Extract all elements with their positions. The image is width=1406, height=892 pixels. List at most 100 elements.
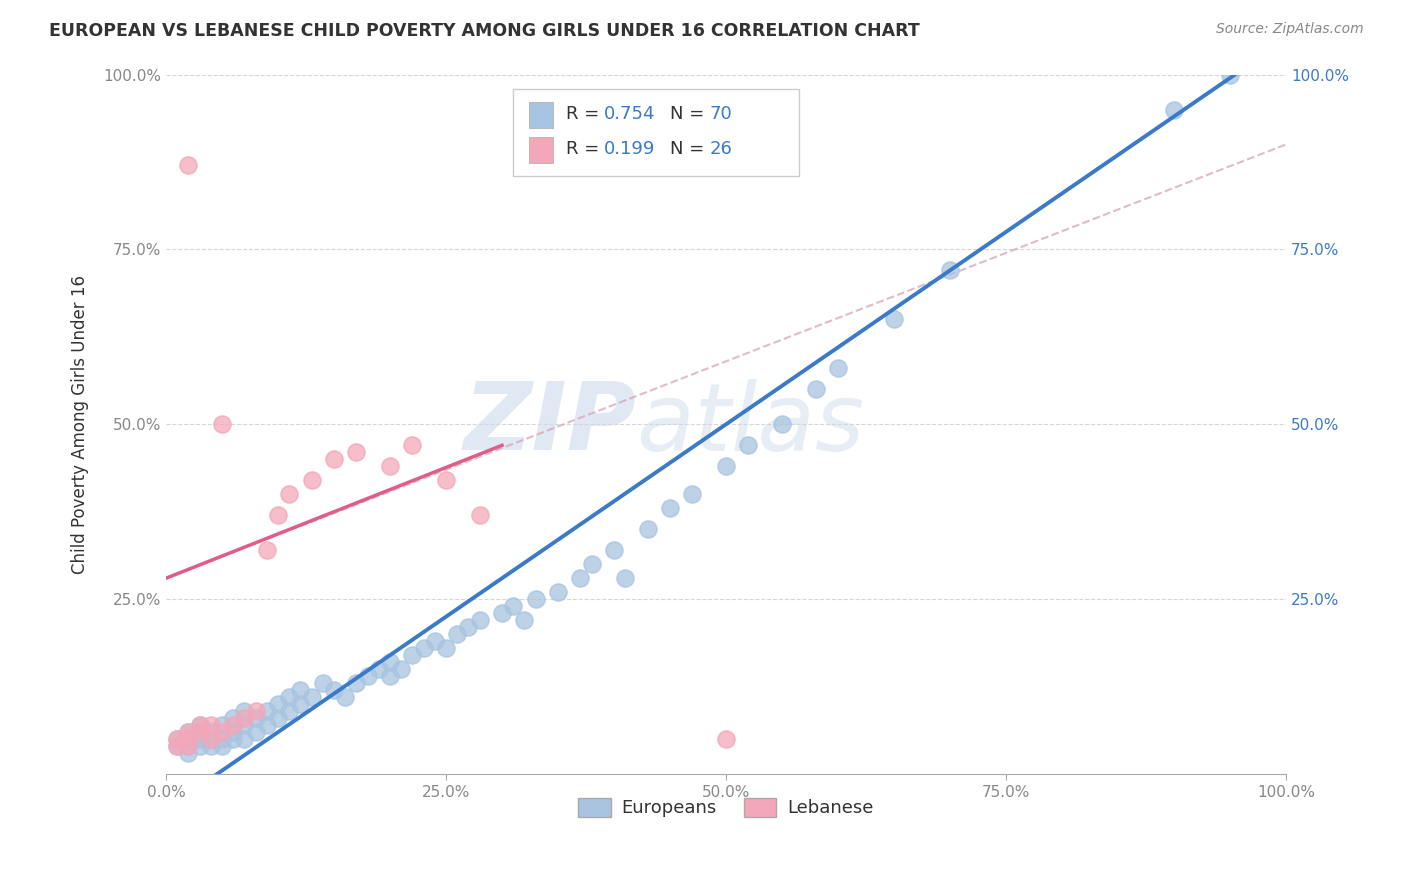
Point [222, 711, 245, 725]
Point [301, 473, 323, 487]
Point [166, 739, 188, 753]
Y-axis label: Child Poverty Among Girls Under 16: Child Poverty Among Girls Under 16 [72, 275, 89, 574]
Point [278, 704, 301, 718]
Point [513, 613, 536, 627]
Legend: Europeans, Lebanese: Europeans, Lebanese [571, 791, 882, 824]
Point [827, 361, 849, 376]
Point [412, 641, 434, 656]
Point [188, 739, 211, 753]
Point [681, 487, 703, 501]
Point [177, 746, 200, 760]
Point [222, 718, 245, 732]
Point [401, 438, 423, 452]
Point [256, 718, 278, 732]
Point [457, 620, 479, 634]
Point [367, 662, 389, 676]
Point [188, 718, 211, 732]
Point [267, 711, 290, 725]
Point [468, 508, 491, 523]
Point [434, 641, 457, 656]
Point [423, 634, 446, 648]
FancyBboxPatch shape [529, 102, 554, 128]
Point [177, 739, 200, 753]
Point [200, 725, 222, 739]
Point [177, 725, 200, 739]
Point [335, 690, 357, 705]
Point [468, 613, 491, 627]
Point [804, 382, 827, 396]
Point [434, 473, 457, 487]
Point [323, 683, 346, 698]
Text: 0.754: 0.754 [605, 105, 655, 123]
Point [344, 445, 367, 459]
Point [378, 459, 401, 474]
Point [737, 438, 759, 452]
Point [188, 725, 211, 739]
Point [323, 452, 346, 467]
Text: 70: 70 [709, 105, 733, 123]
Point [166, 739, 188, 753]
Point [222, 732, 245, 747]
Point [245, 711, 267, 725]
Point [378, 669, 401, 683]
Point [344, 676, 367, 690]
Text: atlas: atlas [637, 379, 865, 470]
Point [200, 739, 222, 753]
Point [211, 725, 233, 739]
Point [177, 725, 200, 739]
Point [267, 697, 290, 711]
Text: 0.199: 0.199 [605, 140, 655, 159]
Text: EUROPEAN VS LEBANESE CHILD POVERTY AMONG GIRLS UNDER 16 CORRELATION CHART: EUROPEAN VS LEBANESE CHILD POVERTY AMONG… [49, 22, 920, 40]
Point [714, 459, 737, 474]
Point [200, 732, 222, 747]
Point [569, 571, 592, 585]
Text: ZIP: ZIP [464, 378, 637, 470]
Point [177, 159, 200, 173]
Point [714, 732, 737, 747]
Point [211, 718, 233, 732]
Point [233, 718, 256, 732]
Point [290, 697, 312, 711]
Point [245, 725, 267, 739]
Point [883, 312, 905, 326]
Text: N =: N = [671, 105, 710, 123]
Point [200, 732, 222, 747]
Text: R =: R = [565, 140, 605, 159]
Text: 26: 26 [709, 140, 733, 159]
Point [581, 558, 603, 572]
Point [637, 522, 659, 536]
Point [256, 704, 278, 718]
Point [177, 732, 200, 747]
Point [177, 732, 200, 747]
Point [659, 501, 682, 516]
Point [1219, 68, 1241, 82]
Point [524, 592, 547, 607]
Point [245, 704, 267, 718]
Point [166, 732, 188, 747]
Point [256, 543, 278, 558]
Text: R =: R = [565, 105, 605, 123]
Point [233, 704, 256, 718]
Point [211, 739, 233, 753]
Point [211, 417, 233, 432]
Point [1163, 103, 1185, 117]
Point [603, 543, 626, 558]
Point [770, 417, 793, 432]
Point [233, 711, 256, 725]
Point [401, 648, 423, 663]
Point [200, 718, 222, 732]
Point [188, 732, 211, 747]
Point [939, 263, 962, 277]
FancyBboxPatch shape [529, 136, 554, 162]
Point [278, 487, 301, 501]
Point [301, 690, 323, 705]
Point [446, 627, 468, 641]
Point [177, 739, 200, 753]
Text: Source: ZipAtlas.com: Source: ZipAtlas.com [1216, 22, 1364, 37]
Point [290, 683, 312, 698]
Point [547, 585, 569, 599]
Point [312, 676, 335, 690]
FancyBboxPatch shape [513, 88, 799, 176]
Point [378, 655, 401, 669]
Point [188, 718, 211, 732]
